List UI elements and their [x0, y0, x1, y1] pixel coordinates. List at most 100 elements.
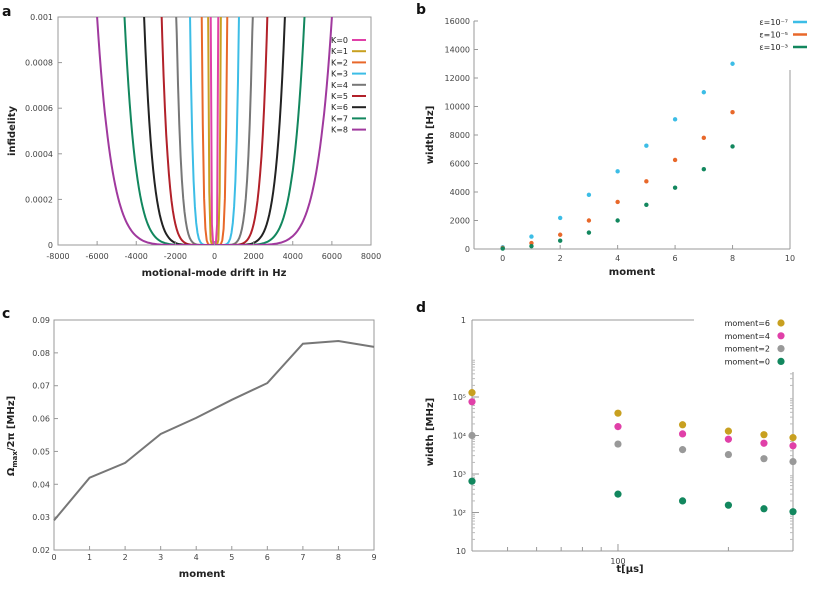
- chart-a-xtick-label: -4000: [125, 252, 148, 261]
- chart-a-ytick-label: 0: [48, 241, 53, 250]
- chart-b-point: [701, 135, 707, 141]
- chart-c-xtick-label: 7: [300, 553, 305, 562]
- chart-a-legend-label: K=1: [331, 47, 348, 56]
- chart-b-point: [644, 143, 649, 148]
- chart-b-point: [529, 243, 534, 249]
- chart-d-ytick-label: 10³: [453, 470, 466, 479]
- chart-c-ytick-label: 0.06: [32, 415, 50, 424]
- chart-b-ytick-label: 4000: [450, 188, 470, 197]
- chart-c-ytick-label: 0.07: [32, 382, 50, 391]
- chart-c-ytick-label: 0.04: [32, 480, 50, 489]
- chart-d-point: [468, 389, 476, 397]
- chart-b-legend-label: ε=10⁻⁵: [759, 31, 788, 40]
- chart-d-point: [789, 434, 797, 442]
- chart-b-ytick-label: 2000: [450, 217, 470, 226]
- chart-b-ytick-label: 0: [465, 245, 470, 254]
- chart-b-xtick-label: 10: [785, 254, 795, 263]
- chart-b-point: [586, 218, 592, 223]
- chart-c-ylabel-omega: Ω: [6, 467, 17, 476]
- chart-a-xtick-label: 8000: [361, 252, 381, 261]
- chart-a-legend-label: K=0: [331, 36, 348, 45]
- chart-b-point: [615, 218, 620, 223]
- chart-d-legend-swatch: [777, 319, 785, 327]
- chart-b-xtick-label: 0: [500, 254, 505, 263]
- chart-d-point: [724, 501, 733, 509]
- chart-a-ytick-label: 0.0002: [25, 195, 53, 204]
- chart-c: 0 1 2 3 4 5 6 7 8 9 0.02 0.03 0.04 0.05 0.06 0.07 0.08 0.…: [6, 316, 377, 580]
- chart-d-xlabel: t[μs]: [616, 564, 643, 575]
- chart-b-point: [557, 238, 563, 243]
- chart-b-point: [730, 144, 735, 149]
- chart-d-point: [760, 439, 768, 447]
- chart-d: 100 10 10² 10³ 10⁴ 10⁵ 1 moment=6 moment=4 momen…: [425, 316, 797, 575]
- chart-d-point: [468, 477, 476, 485]
- chart-d-point: [760, 505, 768, 513]
- chart-a-legend-label: K=6: [331, 103, 348, 112]
- chart-b-ytick-label: 16000: [445, 17, 470, 26]
- chart-c-xtick-label: 5: [229, 553, 234, 562]
- chart-c-xtick-label: 0: [51, 553, 56, 562]
- chart-c-ytick-label: 0.08: [32, 349, 50, 358]
- chart-a-legend-label: K=5: [331, 92, 348, 101]
- chart-d-ytick-label: 10²: [453, 509, 466, 518]
- panel-label-d: d: [416, 300, 426, 316]
- chart-d-legend-label: moment=4: [725, 332, 770, 341]
- chart-b-point: [529, 234, 534, 239]
- panel-label-a: a: [2, 4, 11, 20]
- chart-a: K=0 K=1 K=2 K=3 K=4 K=5 K=6 K=7 K=8 -8000 -6000 -4…: [7, 13, 381, 279]
- chart-d-point: [678, 446, 687, 454]
- chart-b-legend-label: ε=10⁻⁷: [759, 18, 788, 27]
- chart-d-point: [678, 421, 687, 429]
- chart-d-point: [614, 409, 622, 417]
- chart-a-legend-label: K=2: [331, 58, 348, 67]
- chart-b-point: [557, 215, 563, 221]
- chart-d-point: [468, 431, 476, 440]
- chart-b-ytick-label: 8000: [450, 131, 470, 140]
- chart-d-point: [760, 455, 768, 463]
- chart-b-ytick-label: 12000: [445, 74, 470, 83]
- chart-a-ytick-label: 0.001: [30, 13, 53, 22]
- chart-d-ytick-label: 10⁵: [453, 393, 466, 402]
- chart-a-series-line: [96, 17, 333, 245]
- chart-d-point: [724, 435, 733, 443]
- chart-b-legend-label: ε=10⁻³: [759, 43, 788, 52]
- chart-a-legend-label: K=8: [331, 126, 348, 135]
- chart-a-xtick-label: 2000: [243, 252, 263, 261]
- chart-a-ytick-label: 0.0004: [25, 150, 53, 159]
- chart-d-point: [614, 423, 622, 431]
- chart-b-point: [730, 110, 735, 115]
- chart-d-legend-label: moment=0: [725, 357, 770, 366]
- chart-b-point: [586, 192, 592, 198]
- chart-b-point: [557, 232, 563, 237]
- chart-a-legend-label: K=4: [331, 81, 348, 90]
- chart-d-point: [468, 398, 476, 406]
- chart-b-point: [701, 167, 707, 172]
- chart-c-ytick-label: 0.03: [32, 513, 50, 522]
- chart-a-ylabel: infidelity: [7, 105, 18, 156]
- chart-b-point: [615, 169, 620, 174]
- chart-b-point: [529, 240, 534, 246]
- chart-b-xtick-label: 6: [673, 254, 678, 263]
- chart-d-point: [789, 457, 797, 466]
- chart-d-xtick-label: 100: [610, 557, 625, 566]
- chart-d-ytick-label: 10⁴: [453, 432, 466, 441]
- chart-d-legend-label: moment=6: [725, 319, 770, 328]
- chart-d-point: [789, 442, 797, 450]
- chart-b-ytick-label: 10000: [445, 103, 470, 112]
- chart-c-ylabel: Ωmax/2π [MHz]: [6, 396, 19, 476]
- chart-c-frame: [53, 319, 375, 551]
- chart-b-point: [730, 61, 735, 66]
- chart-a-legend-label: K=7: [331, 114, 348, 123]
- chart-c-xtick-label: 1: [87, 553, 92, 562]
- chart-c-xtick-label: 4: [194, 553, 199, 562]
- chart-a-xtick-label: -2000: [164, 252, 187, 261]
- chart-d-point: [678, 497, 687, 505]
- chart-c-xtick-label: 3: [158, 553, 163, 562]
- chart-c-xlabel: moment: [179, 569, 226, 580]
- chart-b-point: [672, 157, 678, 163]
- chart-d-legend-swatch: [777, 332, 785, 340]
- chart-d-legend-label: moment=2: [725, 345, 770, 354]
- chart-a-frame: [57, 16, 372, 246]
- chart-b-point: [644, 179, 649, 184]
- chart-a-xlabel: motional-mode drift in Hz: [142, 268, 287, 279]
